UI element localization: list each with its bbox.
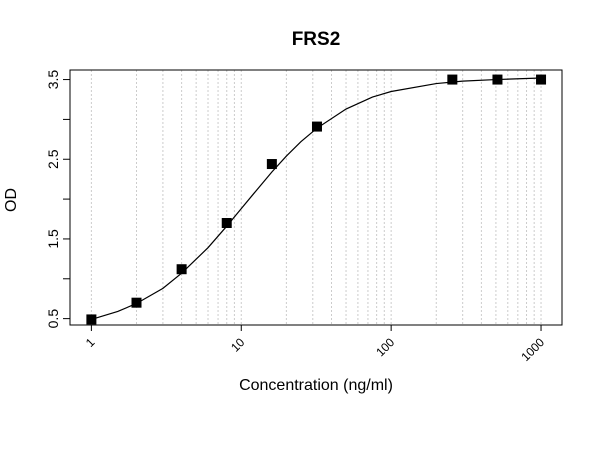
data-point	[536, 74, 547, 85]
data-point	[447, 74, 458, 85]
x-tick-label: 1000	[518, 335, 547, 364]
y-tick-label: 0.5	[45, 309, 61, 329]
x-axis-label: Concentration (ng/ml)	[239, 377, 393, 394]
plot-frame	[69, 69, 563, 326]
data-point	[492, 74, 503, 85]
data-point	[131, 297, 142, 308]
chart-title: FRS2	[292, 29, 341, 50]
data-point	[311, 121, 322, 132]
data-point	[86, 314, 97, 325]
x-tick-label: 10	[228, 335, 248, 355]
x-tick-label: 100	[373, 335, 397, 359]
x-tick-label: 1	[83, 335, 98, 350]
data-point	[266, 159, 277, 170]
data-point	[176, 264, 187, 275]
y-tick-label: 2.5	[45, 149, 61, 169]
fit-curve	[87, 77, 542, 321]
y-tick-label: 1.5	[45, 229, 61, 249]
y-axis-label: OD	[3, 188, 20, 212]
y-tick-label: 3.5	[45, 70, 61, 90]
data-point	[221, 218, 232, 228]
